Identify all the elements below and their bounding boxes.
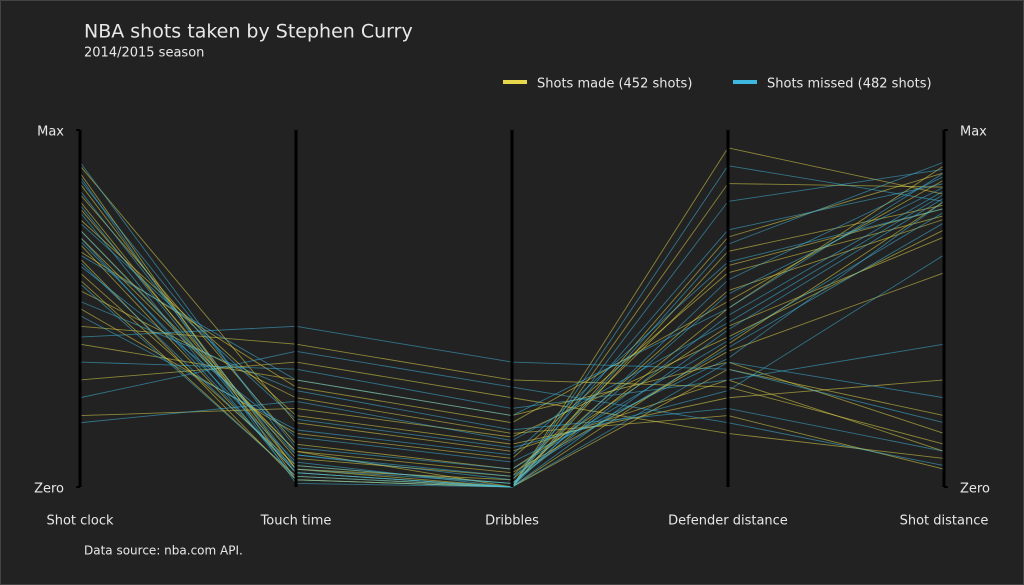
axis-label: Shot clock <box>46 514 114 529</box>
y-tick-label: Zero <box>960 482 990 497</box>
axis-label: Dribbles <box>485 514 539 529</box>
axis-label: Defender distance <box>668 514 788 529</box>
y-tick-label: Max <box>960 125 987 140</box>
chart-title: NBA shots taken by Stephen Curry <box>84 21 413 43</box>
legend-label: Shots missed (482 shots) <box>767 77 932 92</box>
chart-subtitle: 2014/2015 season <box>84 46 204 61</box>
axis-label: Shot distance <box>900 514 989 529</box>
axis-label: Touch time <box>260 514 332 529</box>
y-tick-label: Zero <box>34 482 64 497</box>
source-note: Data source: nba.com API. <box>84 544 243 558</box>
y-tick-label: Max <box>37 125 64 140</box>
axes: Shot clock Touch time Dribbles Defender dis… <box>34 77 990 529</box>
legend-label: Shots made (452 shots) <box>537 77 692 92</box>
